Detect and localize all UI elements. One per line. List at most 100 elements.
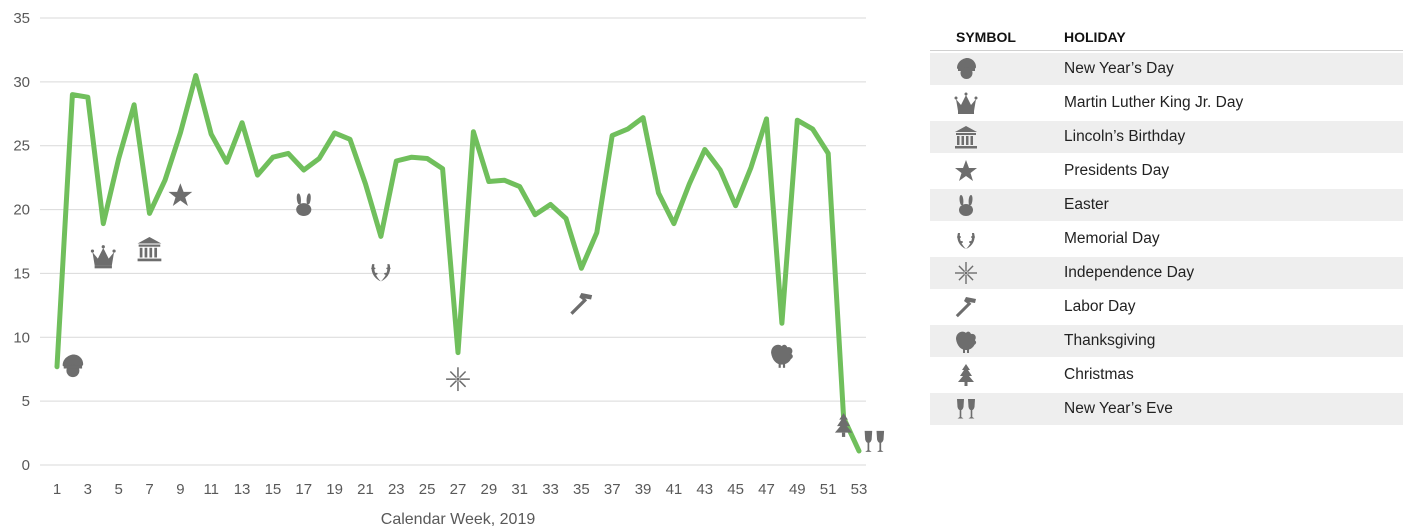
holiday-annotations — [62, 183, 885, 452]
legend-symbol — [930, 261, 1056, 285]
x-tick-label: 5 — [115, 481, 123, 498]
independence-day-icon — [955, 262, 977, 284]
legend-holiday-label: Thanksgiving — [1064, 332, 1156, 349]
x-tick-label: 41 — [666, 481, 683, 498]
legend-row: Christmas — [930, 359, 1403, 391]
christmas-icon — [834, 413, 853, 437]
easter-icon — [959, 195, 973, 216]
christmas-icon — [958, 364, 974, 386]
y-tick-label: 35 — [13, 10, 30, 27]
x-tick-label: 39 — [635, 481, 652, 498]
legend-rows: New Year’s Day Martin Luther King Jr. Day… — [930, 53, 1403, 425]
legend-row: Memorial Day — [930, 223, 1403, 255]
y-tick-label: 0 — [22, 457, 30, 474]
legend-symbol — [930, 329, 1056, 353]
legend-row: Presidents Day — [930, 155, 1403, 187]
legend-symbol — [930, 295, 1056, 319]
legend-holiday-label: New Year’s Eve — [1064, 400, 1173, 417]
legend-row: New Year’s Eve — [930, 393, 1403, 425]
legend-symbol — [930, 91, 1056, 115]
x-tick-label: 31 — [511, 481, 528, 498]
legend-row: Thanksgiving — [930, 325, 1403, 357]
x-tick-label: 49 — [789, 481, 806, 498]
gridlines — [40, 17, 866, 466]
x-tick-label: 7 — [145, 481, 153, 498]
new-years-eve-icon — [957, 399, 975, 419]
lincolns-birthday-icon — [955, 126, 977, 149]
x-tick-label: 45 — [727, 481, 744, 498]
x-tick-label: 47 — [758, 481, 775, 498]
y-tick-label: 5 — [22, 393, 30, 410]
x-tick-label: 27 — [450, 481, 467, 498]
legend-symbol — [930, 159, 1056, 183]
legend-symbol — [930, 227, 1056, 251]
x-tick-label: 25 — [419, 481, 436, 498]
legend-symbol — [930, 57, 1056, 81]
legend-row: New Year’s Day — [930, 53, 1403, 85]
y-tick-label: 30 — [13, 74, 30, 91]
series-line — [54, 73, 862, 454]
legend-holiday-label: Memorial Day — [1064, 230, 1160, 247]
x-tick-label: 23 — [388, 481, 405, 498]
thanksgiving-icon — [771, 344, 793, 368]
legend-holiday-label: Martin Luther King Jr. Day — [1064, 94, 1244, 111]
legend-row: Martin Luther King Jr. Day — [930, 87, 1403, 119]
x-tick-label: 53 — [851, 481, 868, 498]
new-years-day-icon — [62, 354, 84, 378]
legend-symbol — [930, 193, 1056, 217]
legend-row: Labor Day — [930, 291, 1403, 323]
x-tick-label: 29 — [481, 481, 498, 498]
x-tick-label: 37 — [604, 481, 621, 498]
mlk-day-icon — [954, 92, 978, 114]
x-tick-label: 11 — [203, 481, 219, 498]
legend-symbol — [930, 125, 1056, 149]
new-years-day-icon — [957, 58, 976, 79]
legend-symbol — [930, 363, 1056, 387]
x-tick-label: 35 — [573, 481, 590, 498]
x-tick-label: 33 — [542, 481, 559, 498]
lincolns-birthday-icon — [137, 236, 162, 262]
y-tick-label: 15 — [13, 265, 30, 282]
y-tick-label: 25 — [13, 138, 30, 155]
legend-holiday-label: Independence Day — [1064, 264, 1195, 281]
thanksgiving-icon — [956, 331, 977, 353]
legend-holiday-label: Labor Day — [1064, 298, 1136, 315]
x-tick-label: 51 — [820, 481, 837, 498]
legend-holiday-label: Christmas — [1064, 366, 1134, 383]
y-tick-label: 10 — [13, 329, 30, 346]
legend-holiday-label: Lincoln’s Birthday — [1064, 128, 1186, 145]
legend-row: Easter — [930, 189, 1403, 221]
easter-icon — [296, 193, 312, 217]
x-tick-label: 9 — [176, 481, 184, 498]
presidents-day-icon — [955, 160, 977, 181]
x-tick-label: 43 — [696, 481, 713, 498]
x-tick-label: 3 — [84, 481, 92, 498]
legend-holiday-label: Presidents Day — [1064, 162, 1170, 179]
memorial-day-icon — [371, 264, 391, 282]
labor-day-icon — [570, 292, 593, 315]
x-tick-label: 17 — [295, 481, 312, 498]
memorial-day-icon — [957, 233, 975, 249]
x-tick-label: 15 — [265, 481, 282, 498]
mlk-day-icon — [90, 245, 116, 269]
y-axis-ticks: 0 5 10 15 20 25 30 35 — [13, 10, 30, 474]
holiday-column-header: HOLIDAY — [1064, 29, 1126, 45]
legend-holiday-label: New Year’s Day — [1064, 60, 1174, 77]
presidents-day-icon — [168, 183, 193, 206]
new-years-eve-icon — [864, 430, 885, 452]
legend-holiday-label: Easter — [1064, 196, 1109, 213]
x-tick-label: 1 — [53, 481, 61, 498]
holiday-legend-table: SYMBOL HOLIDAY New Year’s Day Martin Luth… — [930, 24, 1403, 425]
x-axis-ticks: 1 3 5 7 9 11 13 15 17 19 21 23 25 27 29 31 33 35 37 39 41 43 4… — [53, 481, 868, 498]
x-tick-label: 13 — [234, 481, 251, 498]
x-tick-label: 19 — [326, 481, 343, 498]
y-tick-label: 20 — [13, 202, 30, 219]
x-tick-label: 21 — [357, 481, 374, 498]
legend-row: Independence Day — [930, 257, 1403, 289]
independence-day-icon — [446, 367, 470, 392]
legend-row: Lincoln’s Birthday — [930, 121, 1403, 153]
symbol-column-header: SYMBOL — [956, 29, 1016, 45]
legend-header: SYMBOL HOLIDAY — [930, 24, 1403, 51]
labor-day-icon — [955, 297, 976, 318]
x-axis-title: Calendar Week, 2019 — [381, 511, 536, 528]
